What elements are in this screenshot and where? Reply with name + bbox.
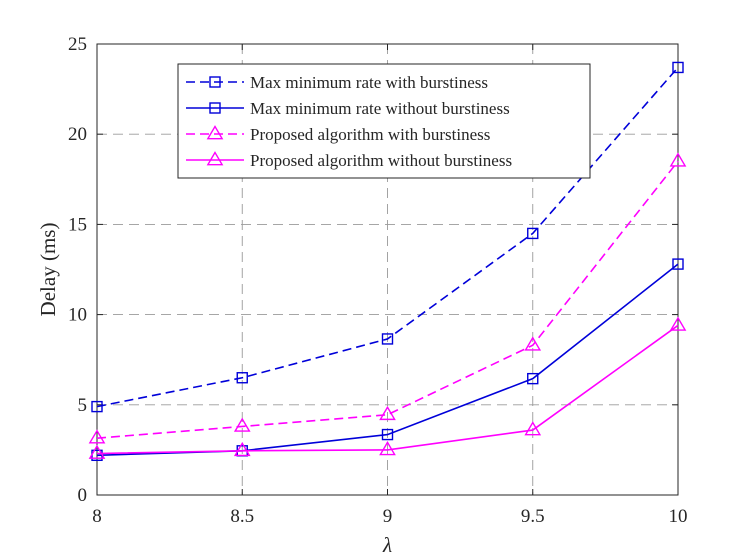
series-line	[96, 324, 679, 455]
data-point	[379, 405, 396, 421]
legend-box	[177, 63, 591, 179]
data-point	[669, 316, 687, 331]
data-point	[669, 152, 687, 167]
legend-label: Max minimum rate without burstiness	[250, 99, 510, 118]
legend-label: Proposed algorithm with burstiness	[250, 125, 490, 144]
data-point	[524, 421, 542, 436]
data-point	[381, 428, 394, 441]
x-tick-label: 8.5	[230, 506, 254, 527]
axis-ticks: 8 8.5 9 9.5 10 0 5 10 15 20 25	[68, 34, 688, 527]
legend-marker	[206, 151, 224, 166]
x-tick-label: 9.5	[521, 506, 545, 527]
data-point	[236, 372, 248, 384]
data-point	[88, 429, 106, 444]
data-point	[527, 227, 539, 240]
x-tick-label: 9	[383, 506, 393, 527]
series-3	[88, 152, 687, 444]
data-point	[527, 372, 539, 385]
y-tick-label: 10	[68, 305, 87, 326]
legend-label: Max minimum rate with burstiness	[250, 73, 488, 92]
data-point	[381, 333, 394, 345]
legend: Max minimum rate with burstiness Max mini…	[177, 63, 591, 179]
y-tick-label: 15	[68, 214, 87, 235]
data-point	[379, 441, 396, 456]
x-tick-label: 10	[669, 506, 688, 527]
data-point	[233, 417, 251, 432]
data-point	[91, 400, 103, 413]
data-point	[672, 61, 684, 74]
data-point	[524, 336, 542, 351]
y-tick-label: 20	[68, 124, 87, 145]
legend-marker	[206, 125, 224, 140]
series-4	[88, 316, 687, 459]
x-tick-label: 8	[92, 506, 102, 527]
data-point	[672, 258, 684, 270]
x-axis-label: λ	[382, 533, 392, 557]
legend-marker	[209, 76, 221, 88]
y-axis-label: Delay (ms)	[36, 223, 60, 317]
y-tick-label: 0	[78, 485, 88, 506]
data-point	[88, 444, 106, 459]
data-point	[233, 441, 251, 457]
y-tick-label: 25	[68, 34, 87, 55]
legend-label: Proposed algorithm without burstiness	[250, 151, 512, 170]
y-tick-label: 5	[78, 395, 88, 416]
legend-marker	[209, 102, 221, 114]
